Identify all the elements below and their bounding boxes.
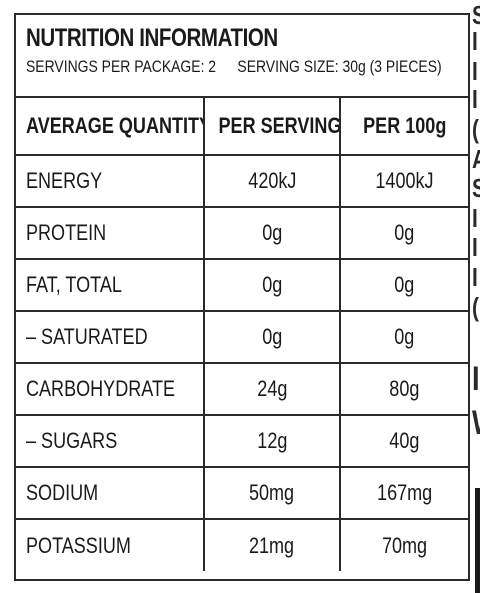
panel-title: NUTRITION INFORMATION: [26, 24, 278, 52]
per-serving-value: 12g: [204, 415, 341, 468]
servings-per-package: SERVINGS PER PACKAGE: 2: [26, 57, 217, 76]
per-100g-value: 0g: [340, 311, 468, 364]
table-row: ENERGY 420kJ 1400kJ: [16, 155, 468, 208]
panel-header: NUTRITION INFORMATION SERVINGS PER PACKA…: [16, 15, 468, 98]
nutrient-label: SODIUM: [16, 467, 205, 520]
per-serving-value: 0g: [204, 259, 341, 312]
per-serving-value: 24g: [204, 363, 341, 416]
per-100g-value: 167mg: [340, 467, 468, 520]
nutrient-label: – SUGARS: [16, 415, 205, 468]
serving-info: SERVINGS PER PACKAGE: 2 SERVING SIZE: 30g…: [26, 56, 442, 78]
nutrition-panel: NUTRITION INFORMATION SERVINGS PER PACKA…: [14, 13, 470, 581]
table-row: FAT, TOTAL 0g 0g: [16, 259, 468, 312]
nutrient-label: ENERGY: [16, 155, 205, 208]
nutrient-label: CARBOHYDRATE: [16, 363, 205, 416]
nutrient-label: PROTEIN: [16, 207, 205, 260]
per-serving-value: 0g: [204, 311, 341, 364]
per-100g-value: 0g: [340, 207, 468, 260]
table-row: CARBOHYDRATE 24g 80g: [16, 363, 468, 416]
nutrient-label: – SATURATED: [16, 311, 205, 364]
table-row: – SATURATED 0g 0g: [16, 311, 468, 364]
per-100g-value: 0g: [340, 259, 468, 312]
column-header: AVERAGE QUANTITY: [16, 98, 205, 156]
per-100g-value: 80g: [340, 363, 468, 416]
per-serving-value: 50mg: [204, 467, 341, 520]
per-serving-value: 420kJ: [204, 155, 341, 208]
table-row: POTASSIUM 21mg 70mg: [16, 519, 468, 571]
per-100g-value: 1400kJ: [340, 155, 468, 208]
nutrition-table: AVERAGE QUANTITY PER SERVING PER 100g EN…: [16, 98, 468, 571]
table-row: SODIUM 50mg 167mg: [16, 467, 468, 520]
per-serving-value: 0g: [204, 207, 341, 260]
dark-strip: [475, 488, 480, 593]
table-header-row: AVERAGE QUANTITY PER SERVING PER 100g: [16, 98, 468, 156]
column-header: PER SERVING: [204, 98, 341, 156]
per-100g-value: 40g: [340, 415, 468, 468]
table-row: – SUGARS 12g 40g: [16, 415, 468, 468]
serving-size: SERVING SIZE: 30g (3 PIECES): [237, 57, 442, 76]
per-100g-value: 70mg: [381, 532, 428, 558]
column-header: PER 100g: [340, 98, 468, 156]
nutrient-label: FAT, TOTAL: [16, 259, 205, 312]
adjacent-panel-edge: S I I I ( A S I I I ( I W: [470, 0, 480, 593]
per-serving-value: 21mg: [204, 519, 341, 571]
table-row: PROTEIN 0g 0g: [16, 207, 468, 260]
nutrient-label: POTASSIUM: [16, 519, 205, 571]
